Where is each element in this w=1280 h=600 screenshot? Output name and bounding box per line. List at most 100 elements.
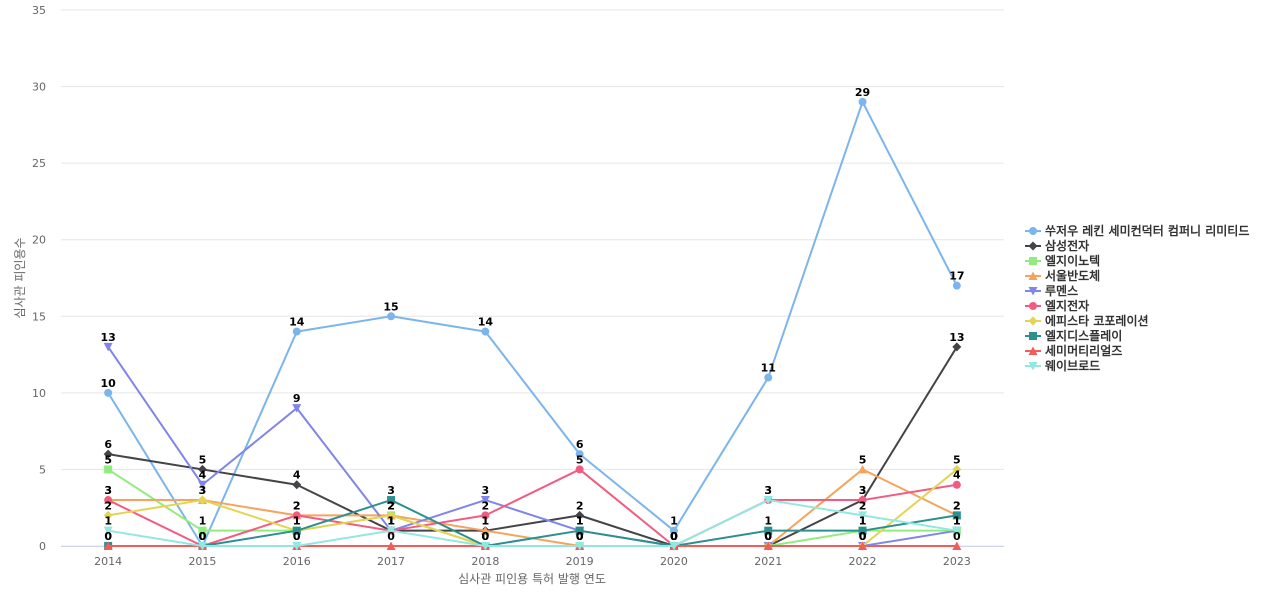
- x-tick-label: 2019: [566, 555, 594, 568]
- data-point[interactable]: [104, 496, 113, 505]
- data-label: 2: [293, 499, 301, 512]
- data-point[interactable]: [764, 526, 773, 535]
- legend-item[interactable]: 엘지이노텍: [1025, 253, 1100, 268]
- data-point[interactable]: [292, 404, 302, 413]
- series-5: [103, 342, 962, 551]
- data-label: 0: [199, 530, 207, 543]
- data-point[interactable]: [669, 526, 678, 535]
- data-label: 9: [293, 392, 301, 405]
- data-label: 1: [482, 515, 490, 528]
- legend-marker[interactable]: [1029, 332, 1037, 340]
- data-label: 1: [387, 515, 395, 528]
- legend-item[interactable]: 엘지디스플레이: [1025, 328, 1122, 343]
- legend-marker[interactable]: [1028, 316, 1038, 326]
- data-point[interactable]: [858, 464, 868, 474]
- data-point[interactable]: [952, 342, 962, 352]
- legend-marker[interactable]: [1028, 362, 1038, 371]
- data-label: 0: [104, 530, 112, 543]
- legend-item[interactable]: 루멘스: [1025, 283, 1078, 298]
- data-point[interactable]: [292, 327, 301, 336]
- data-label: 1: [670, 515, 678, 528]
- series-line: [108, 499, 958, 547]
- legend-marker[interactable]: [1029, 302, 1037, 310]
- data-point[interactable]: [480, 496, 490, 505]
- data-point[interactable]: [858, 97, 867, 106]
- data-label: 1: [387, 515, 395, 528]
- legend-marker[interactable]: [1028, 346, 1038, 356]
- data-point[interactable]: [292, 542, 302, 551]
- data-point[interactable]: [103, 342, 113, 352]
- legend-marker[interactable]: [1028, 241, 1038, 251]
- legend-item[interactable]: 웨이브로드: [1025, 358, 1100, 373]
- data-point[interactable]: [481, 511, 490, 520]
- data-point[interactable]: [387, 312, 396, 321]
- data-point[interactable]: [575, 510, 585, 520]
- data-point[interactable]: [952, 526, 962, 536]
- data-point[interactable]: [386, 526, 396, 536]
- legend-marker[interactable]: [1029, 257, 1037, 265]
- data-point[interactable]: [103, 510, 113, 520]
- data-point[interactable]: [952, 464, 962, 474]
- legend-marker[interactable]: [1028, 271, 1038, 281]
- legend-marker[interactable]: [1028, 287, 1038, 296]
- data-point[interactable]: [387, 496, 396, 505]
- data-label: 0: [576, 530, 584, 543]
- data-label: 0: [670, 530, 678, 543]
- data-point[interactable]: [292, 511, 301, 520]
- data-point[interactable]: [292, 526, 301, 535]
- data-point[interactable]: [292, 480, 302, 490]
- legend-item[interactable]: 서울반도체: [1025, 268, 1100, 283]
- data-point[interactable]: [763, 541, 773, 551]
- data-point[interactable]: [481, 327, 490, 336]
- data-point[interactable]: [858, 541, 868, 551]
- data-point[interactable]: [952, 281, 961, 290]
- data-point[interactable]: [197, 542, 207, 551]
- x-tick-label: 2015: [188, 555, 216, 568]
- data-label: 1: [576, 515, 584, 528]
- legend-item[interactable]: 에피스타 코포레이션: [1025, 313, 1149, 328]
- data-point[interactable]: [858, 496, 867, 505]
- data-point[interactable]: [575, 542, 585, 551]
- legend-item[interactable]: 엘지전자: [1025, 298, 1089, 313]
- legend: 쑤저우 레킨 세미컨덕터 컴퍼니 리미티드삼성전자엘지이노텍서울반도체루멘스엘지…: [1025, 223, 1249, 373]
- data-point[interactable]: [480, 542, 490, 551]
- data-point[interactable]: [197, 495, 207, 505]
- data-label: 0: [576, 530, 584, 543]
- data-point[interactable]: [763, 496, 773, 505]
- legend-item[interactable]: 삼성전자: [1025, 238, 1089, 253]
- data-label: 6: [576, 438, 584, 451]
- data-point[interactable]: [103, 541, 113, 551]
- data-label: 0: [293, 530, 301, 543]
- data-label: 3: [482, 484, 490, 497]
- data-point[interactable]: [103, 449, 113, 459]
- data-point[interactable]: [575, 465, 584, 474]
- data-point[interactable]: [197, 480, 207, 490]
- series-line: [107, 499, 958, 547]
- data-label: 0: [953, 530, 961, 543]
- data-point[interactable]: [104, 388, 113, 397]
- data-label: 0: [764, 530, 772, 543]
- data-point[interactable]: [480, 526, 490, 535]
- data-point[interactable]: [952, 480, 961, 489]
- data-point[interactable]: [386, 510, 396, 520]
- data-point[interactable]: [858, 526, 867, 535]
- data-point[interactable]: [575, 526, 584, 535]
- data-point[interactable]: [952, 511, 961, 520]
- data-point[interactable]: [104, 465, 113, 474]
- legend-item[interactable]: 세미머티리얼즈: [1025, 343, 1122, 358]
- data-point[interactable]: [198, 526, 207, 535]
- legend-item[interactable]: 쑤저우 레킨 세미컨덕터 컴퍼니 리미티드: [1025, 223, 1249, 238]
- data-point[interactable]: [197, 464, 207, 474]
- data-point[interactable]: [764, 373, 773, 382]
- data-point[interactable]: [386, 541, 396, 551]
- data-point[interactable]: [103, 526, 113, 536]
- data-label: 0: [764, 530, 772, 543]
- data-label: 5: [953, 453, 961, 466]
- data-point[interactable]: [575, 450, 584, 459]
- data-point[interactable]: [952, 541, 962, 551]
- data-point[interactable]: [669, 542, 679, 551]
- legend-marker[interactable]: [1029, 227, 1037, 235]
- data-label: 0: [670, 530, 678, 543]
- data-point[interactable]: [858, 511, 868, 520]
